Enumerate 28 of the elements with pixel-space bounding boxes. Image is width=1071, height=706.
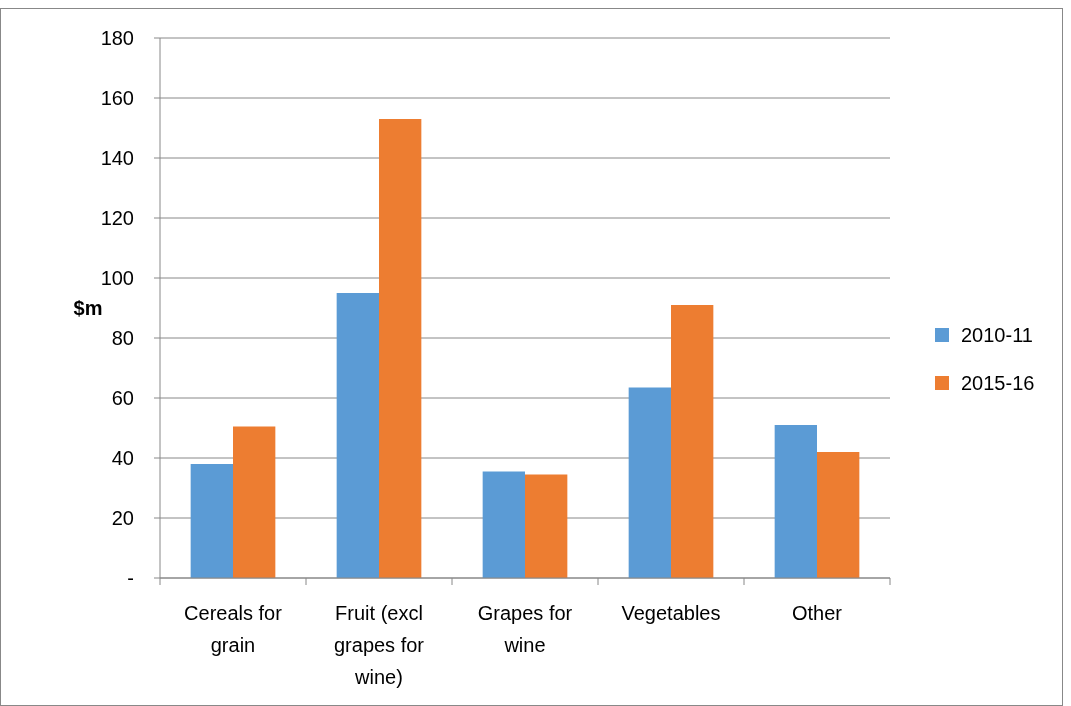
y-tick-label: 80 (111, 327, 134, 349)
bar (336, 293, 379, 578)
x-tick-label: Grapes for wine (477, 602, 573, 656)
y-tick-label: 60 (111, 387, 134, 409)
bar (379, 119, 422, 578)
bar (774, 425, 817, 578)
bar (482, 471, 525, 578)
y-tick-label: - (127, 567, 134, 589)
bar (671, 305, 714, 578)
bar (628, 387, 671, 578)
x-tick-label: Fruit (excl grapes for wine) (333, 602, 425, 688)
legend-label: 2010-11 (961, 324, 1033, 346)
y-axis-title: $m (73, 297, 103, 319)
bar (817, 452, 860, 578)
bar (525, 474, 568, 578)
legend-label: 2015-16 (961, 372, 1035, 394)
y-tick-label: 120 (100, 207, 134, 229)
y-tick-label: 160 (100, 87, 134, 109)
bar (190, 464, 233, 578)
x-tick-label: Cereals for grain (184, 602, 283, 656)
y-tick-label: 180 (100, 27, 134, 49)
y-tick-label: 40 (111, 447, 134, 469)
y-tick-label: 20 (111, 507, 134, 529)
bar (233, 426, 276, 578)
y-tick-label: 140 (100, 147, 134, 169)
x-tick-label: Other (791, 602, 843, 624)
y-tick-label: 100 (100, 267, 134, 289)
x-tick-label: Vegetables (621, 602, 721, 624)
